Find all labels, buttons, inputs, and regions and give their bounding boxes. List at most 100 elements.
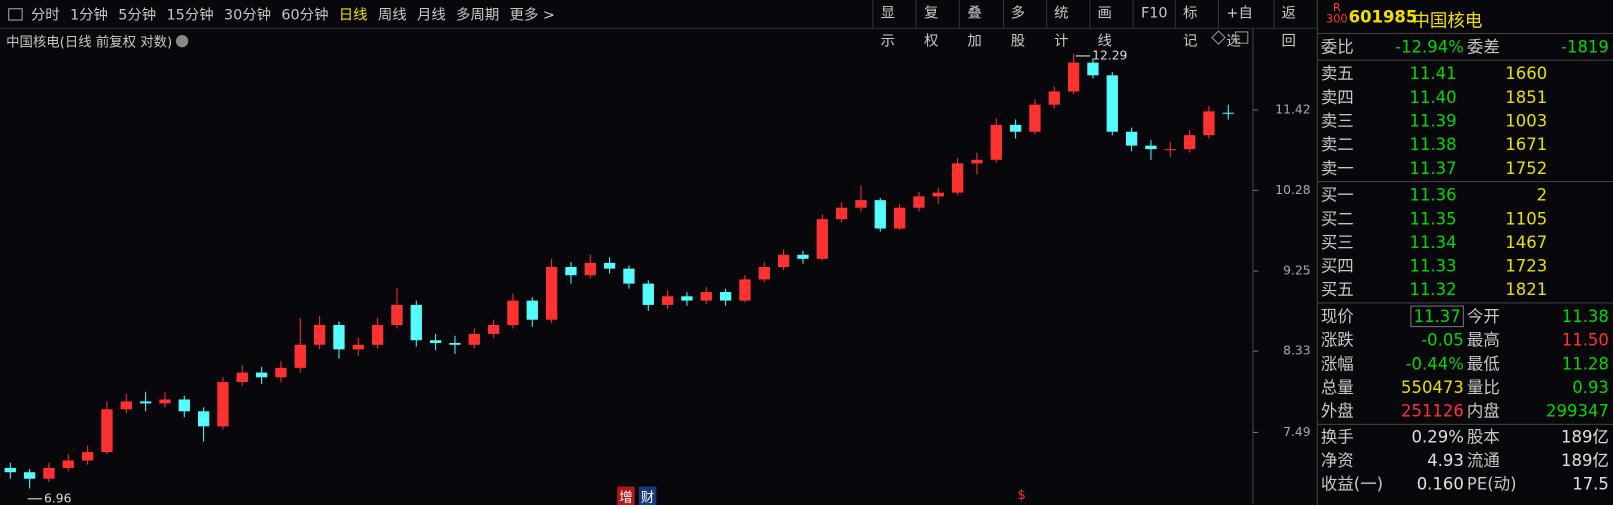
candle-body (719, 292, 732, 301)
stat-value: 0.29% (1411, 426, 1464, 447)
period-tab[interactable]: 60分钟 (281, 6, 329, 24)
candle-body (333, 325, 345, 350)
candle-body (623, 268, 635, 284)
tool-button[interactable]: 显示 (872, 0, 915, 49)
candle-body (236, 372, 248, 383)
candle-body (159, 399, 171, 404)
period-tabs: 分时 1分钟 5分钟 15分钟 30分钟 60分钟 日线 周线 月线 多周期 更多 > (31, 4, 555, 25)
chart-title-row: 中国核电(日线 前复权 对数) (6, 31, 189, 50)
stock-name: 中国核电 (1412, 11, 1483, 32)
book-row: 卖三 11.39 1003 (1318, 109, 1613, 133)
stat-label: PE(动) (1466, 474, 1517, 494)
stat-value: -12.94% (1395, 37, 1464, 57)
period-tab[interactable]: 多周期 (456, 6, 500, 24)
period-tab[interactable]: 月线 (416, 6, 446, 24)
tool-button[interactable]: F10 (1132, 0, 1175, 28)
tool-button[interactable]: 多股 (1002, 0, 1046, 49)
candle-body (255, 372, 268, 378)
candle-body (1145, 145, 1157, 150)
stat-label: 外盘 (1320, 401, 1354, 421)
candle-body (275, 367, 287, 378)
candle-body (661, 296, 674, 305)
layout-icon[interactable] (1234, 31, 1249, 44)
dropdown-icon[interactable] (176, 34, 189, 48)
chart: 7.49 8.33 9.25 10.28 11.42 12.29 6.96 (4, 28, 1311, 504)
period-tab[interactable]: 日线 (338, 6, 368, 24)
book-row: 买四 11.33 1723 (1318, 254, 1613, 278)
book-volume: 1467 (1505, 232, 1548, 253)
stat-value: -1819 (1561, 37, 1609, 57)
tool-button[interactable]: 标记 (1174, 0, 1218, 49)
book-label: 卖三 (1320, 111, 1354, 131)
stat-value: -0.05 (1421, 330, 1464, 350)
y-tick-label: 9.25 (1283, 264, 1310, 278)
candle-body (1009, 124, 1022, 132)
event-marker[interactable]: $ (1017, 487, 1026, 504)
candle-body (449, 342, 461, 345)
candle-body (758, 266, 770, 280)
period-tab[interactable]: 周线 (377, 6, 407, 24)
book-row: 卖一 11.37 1752 (1318, 156, 1613, 180)
candle-body (565, 266, 577, 276)
tool-button[interactable]: 返回 (1273, 0, 1316, 49)
stat-value: 251126 (1401, 401, 1464, 421)
period-tab[interactable]: 15分钟 (166, 6, 214, 24)
menu-icon[interactable] (8, 7, 23, 21)
stat-label: 最高 (1466, 330, 1500, 350)
period-tab[interactable]: 30分钟 (223, 6, 272, 24)
candle-body (410, 304, 422, 341)
diamond-icon[interactable] (1211, 30, 1226, 45)
book-volume: 1671 (1505, 134, 1548, 155)
book-row: 卖四 11.40 1851 (1318, 85, 1613, 109)
candle-body (139, 401, 152, 404)
candle-body (62, 460, 74, 468)
period-tab[interactable]: 更多 > (509, 6, 555, 24)
book-label: 买三 (1320, 232, 1354, 253)
book-price: 11.33 (1409, 256, 1457, 276)
period-tab[interactable]: 1分钟 (69, 6, 108, 24)
candle-body (932, 192, 944, 197)
stat-row: 涨跌 -0.05 最高 11.50 (1318, 328, 1613, 352)
stat-value: 11.38 (1561, 306, 1609, 327)
candle-body (545, 266, 558, 320)
book-label: 卖四 (1320, 87, 1354, 107)
book-price: 11.41 (1409, 63, 1457, 84)
book-price: 11.35 (1409, 208, 1457, 229)
stat-value: 189亿 (1561, 450, 1609, 471)
period-tab[interactable]: 分时 (30, 6, 60, 24)
stat-row: 总量 550473 量比 0.93 (1318, 375, 1613, 399)
candle-body (391, 304, 403, 326)
stat-label: 量比 (1466, 377, 1500, 398)
period-tab[interactable]: 5分钟 (118, 6, 157, 24)
stat-label: 换手 (1320, 426, 1354, 447)
stat-label: 净资 (1320, 450, 1354, 471)
book-label: 买二 (1320, 208, 1354, 229)
candle-body (526, 300, 538, 320)
tool-buttons: 显示 复权 叠加 多股 统计 画线 F10 标记 +自选 返回 (872, 0, 1316, 49)
candle-body (468, 333, 480, 345)
stat-value: 550473 (1401, 377, 1464, 398)
stat-row: 委比 -12.94% 委差 -1819 (1318, 35, 1613, 59)
event-marker[interactable]: 财 (638, 486, 657, 505)
event-marker[interactable]: 增 (617, 486, 635, 505)
candle-body (1203, 111, 1215, 136)
badge: R 300 (1326, 2, 1348, 25)
tool-button[interactable]: 画线 (1089, 0, 1132, 49)
tool-button[interactable]: 叠加 (959, 0, 1002, 49)
candle-body (352, 344, 364, 350)
stat-value: 299347 (1546, 401, 1609, 421)
stat-row: 现价 11.37 今开 11.38 (1318, 304, 1613, 328)
y-tick-label: 7.49 (1283, 425, 1310, 439)
buy-book: 买一 11.36 2 买二 11.35 1105 买三 11.34 1467 买四 11.33 172… (1317, 182, 1613, 304)
candle-body (371, 325, 384, 345)
stat-value: 0.160 (1416, 474, 1464, 494)
stat-label: 涨跌 (1320, 330, 1354, 350)
book-volume: 1851 (1505, 87, 1548, 107)
book-label: 卖一 (1320, 158, 1354, 178)
stat-value: 11.50 (1561, 330, 1609, 350)
candle-body (855, 200, 867, 208)
candle-body (797, 254, 809, 259)
tool-button[interactable]: +自选 (1218, 0, 1273, 49)
tool-button[interactable]: 统计 (1045, 0, 1089, 49)
tool-button[interactable]: 复权 (915, 0, 959, 49)
